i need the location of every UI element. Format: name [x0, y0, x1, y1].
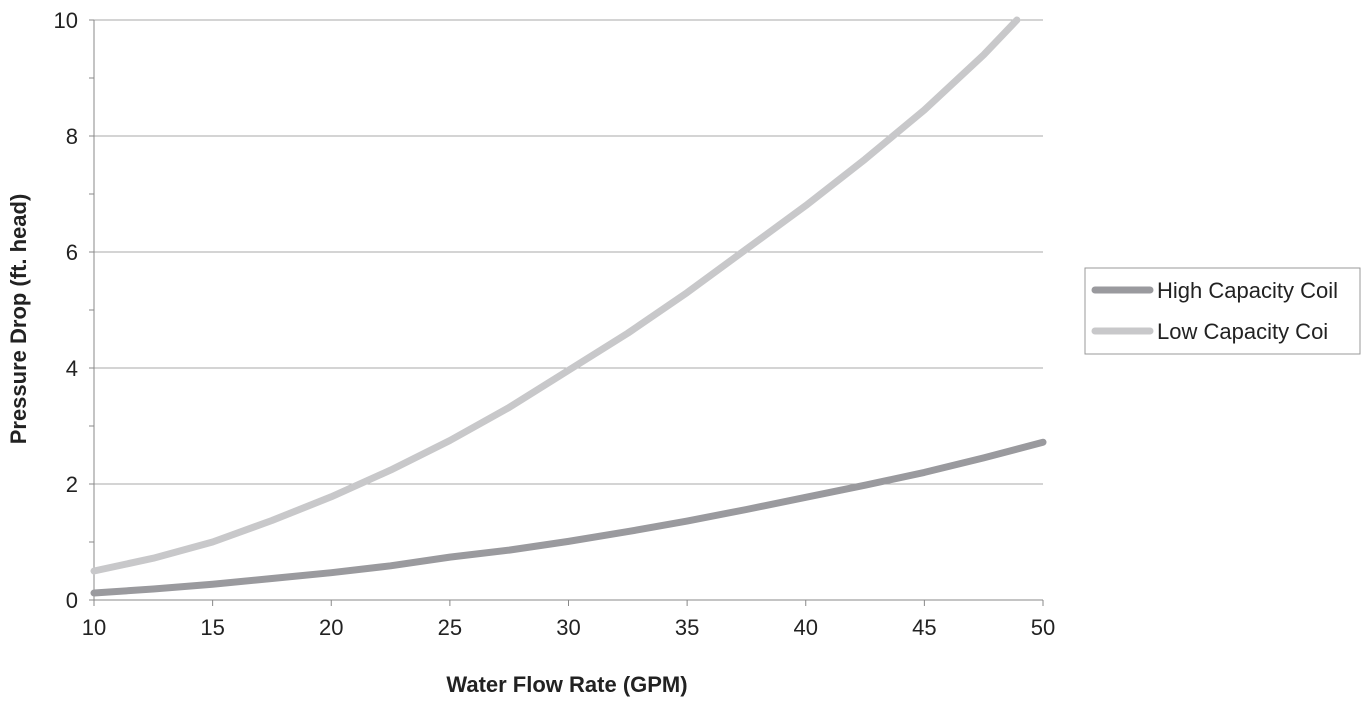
series-line-low-capacity-coi — [90, 16, 1021, 575]
x-tick-label: 15 — [200, 615, 224, 640]
x-tick-label: 50 — [1031, 615, 1055, 640]
series-lines — [90, 16, 1047, 597]
axes — [89, 19, 1044, 606]
legend: High Capacity Coil Low Capacity Coi — [1084, 267, 1361, 355]
x-tick-label: 30 — [556, 615, 580, 640]
legend-label-low-capacity-coil: Low Capacity Coi — [1157, 319, 1328, 344]
x-axis-title: Water Flow Rate (GPM) — [446, 672, 687, 697]
y-tick-label: 0 — [66, 588, 78, 613]
y-axis-title: Pressure Drop (ft. head) — [6, 194, 31, 445]
x-tick-label: 25 — [438, 615, 462, 640]
x-tick-labels: 10 15 20 25 30 35 40 45 50 — [82, 615, 1055, 640]
y-tick-label: 4 — [66, 356, 78, 381]
x-tick-label: 35 — [675, 615, 699, 640]
gridlines — [94, 19, 1043, 485]
y-tick-label: 10 — [54, 8, 78, 33]
y-tick-label: 8 — [66, 124, 78, 149]
x-tick-label: 45 — [912, 615, 936, 640]
y-tick-label: 6 — [66, 240, 78, 265]
legend-box — [1084, 267, 1361, 355]
legend-label-high-capacity-coil: High Capacity Coil — [1157, 278, 1338, 303]
x-tick-label: 10 — [82, 615, 106, 640]
y-tick-label: 2 — [66, 472, 78, 497]
y-tick-labels: 0 2 4 6 8 10 — [54, 8, 78, 613]
series-line-high-capacity-coil — [90, 438, 1047, 597]
x-tick-label: 40 — [794, 615, 818, 640]
x-tick-label: 20 — [319, 615, 343, 640]
